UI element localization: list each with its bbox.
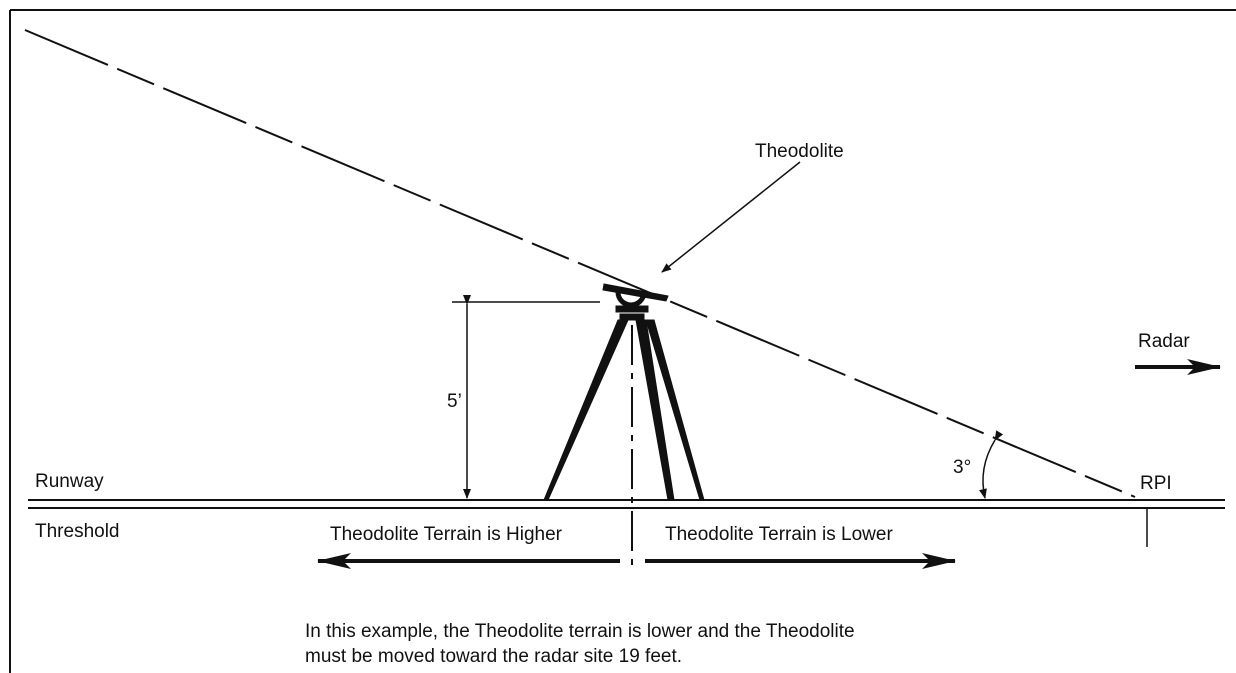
label: Theodolite — [755, 141, 844, 162]
angle-arc — [979, 430, 1004, 499]
frame — [9, 9, 1236, 673]
label: Theodolite Terrain is Higher — [330, 524, 563, 545]
pointer-arrow — [661, 161, 801, 273]
height-dimension — [452, 295, 600, 499]
label: RPI — [1140, 473, 1172, 494]
label: Threshold — [35, 521, 120, 542]
sight-line — [24, 29, 1136, 498]
caption: must be moved toward the radar site 19 f… — [305, 646, 682, 667]
tripod — [543, 283, 705, 501]
label: 3° — [953, 457, 971, 478]
caption: In this example, the Theodolite terrain … — [305, 621, 855, 642]
runway — [28, 499, 1225, 547]
label: Runway — [35, 471, 104, 492]
label: 5’ — [447, 391, 462, 412]
label: Theodolite Terrain is Lower — [665, 524, 893, 545]
label: Radar — [1138, 331, 1190, 352]
